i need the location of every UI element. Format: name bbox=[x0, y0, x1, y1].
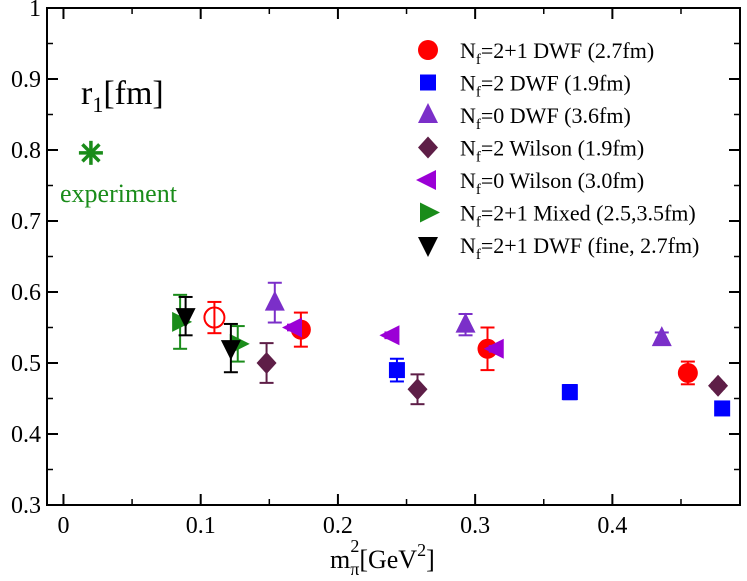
legend-entry: Nf=2+1 DWF (fine, 2.7fm) bbox=[418, 233, 699, 263]
legend-entry: Nf=2+1 DWF (2.7fm) bbox=[418, 38, 654, 68]
series-triangle-left bbox=[282, 317, 504, 359]
data-point bbox=[708, 374, 729, 397]
legend-marker bbox=[418, 237, 438, 257]
y-axis: 0.3 0.4 0.5 0.6 0.7 0.8 0.9 1 bbox=[11, 0, 740, 519]
data-point bbox=[455, 312, 476, 333]
series-diamond bbox=[256, 342, 729, 406]
series-triangle-right bbox=[172, 293, 250, 363]
data-point bbox=[175, 308, 196, 329]
data-point bbox=[388, 362, 405, 379]
legend-entry: Nf=2 DWF (1.9fm) bbox=[420, 71, 631, 101]
x-tick-label: 0.4 bbox=[597, 513, 627, 539]
y-tick-label: 0.7 bbox=[11, 209, 41, 235]
series-triangle-down bbox=[175, 295, 241, 374]
x-axis-title: mπ2[GeV2] bbox=[330, 536, 435, 579]
series-circle bbox=[203, 300, 698, 386]
y-tick-label: 1 bbox=[29, 0, 41, 22]
x-tick-label: 0.1 bbox=[186, 513, 216, 539]
legend-marker bbox=[416, 170, 436, 190]
legend-label: Nf=2+1 DWF (2.7fm) bbox=[460, 38, 654, 68]
series-triangle-up bbox=[264, 281, 672, 347]
legend-marker bbox=[418, 136, 438, 159]
legend-label: Nf=2 DWF (1.9fm) bbox=[460, 71, 631, 101]
x-tick-label: 0.3 bbox=[460, 513, 490, 539]
series-layer bbox=[78, 140, 731, 417]
legend-entry: Nf=0 Wilson (3.0fm) bbox=[416, 168, 644, 198]
data-point bbox=[220, 340, 241, 361]
y-tick-label: 0.8 bbox=[11, 138, 41, 164]
y-tick-label: 0.9 bbox=[11, 67, 41, 93]
legend-entry: Nf=2 Wilson (1.9fm) bbox=[418, 136, 644, 166]
data-point bbox=[264, 290, 285, 311]
legend-label: Nf=0 Wilson (3.0fm) bbox=[460, 168, 644, 198]
data-point bbox=[282, 317, 303, 338]
data-point bbox=[172, 311, 193, 332]
y-tick-label: 0.3 bbox=[11, 493, 41, 519]
legend-marker bbox=[418, 103, 438, 123]
legend-entry: Nf=0 DWF (3.6fm) bbox=[418, 103, 631, 133]
legend-marker bbox=[418, 40, 438, 60]
experiment-star-arm bbox=[81, 143, 101, 163]
data-point bbox=[483, 338, 504, 359]
legend-label: Nf=0 DWF (3.6fm) bbox=[460, 103, 631, 133]
plot-label: r1[fm] bbox=[81, 75, 164, 117]
data-point bbox=[256, 352, 277, 374]
legend-label: Nf=2+1 DWF (fine, 2.7fm) bbox=[460, 233, 699, 263]
y-tick-label: 0.4 bbox=[11, 422, 41, 448]
data-point bbox=[379, 325, 400, 346]
legend-entry: Nf=2+1 Mixed (2.5,3.5fm) bbox=[420, 201, 696, 231]
series-square bbox=[388, 357, 731, 417]
y-tick-label: 0.5 bbox=[11, 351, 41, 377]
legend-label: Nf=2+1 Mixed (2.5,3.5fm) bbox=[460, 201, 696, 231]
x-axis: 0 0.1 0.2 0.3 0.4 bbox=[57, 8, 682, 539]
data-point bbox=[203, 306, 226, 329]
data-point bbox=[407, 378, 428, 401]
annotation-experiment: experiment bbox=[60, 179, 178, 208]
y-tick-label: 0.6 bbox=[11, 280, 41, 306]
data-point bbox=[677, 362, 698, 383]
data-point bbox=[561, 384, 578, 401]
legend-label: Nf=2 Wilson (1.9fm) bbox=[460, 136, 644, 166]
data-point bbox=[651, 326, 672, 347]
x-tick-label: 0.2 bbox=[323, 513, 353, 539]
experiment-star bbox=[78, 140, 103, 165]
data-point bbox=[714, 400, 731, 417]
legend-marker bbox=[420, 202, 440, 223]
legend-marker bbox=[420, 74, 436, 91]
legend: Nf=2+1 DWF (2.7fm)Nf=2 DWF (1.9fm)Nf=0 D… bbox=[416, 38, 699, 263]
x-tick-label: 0 bbox=[57, 513, 69, 539]
